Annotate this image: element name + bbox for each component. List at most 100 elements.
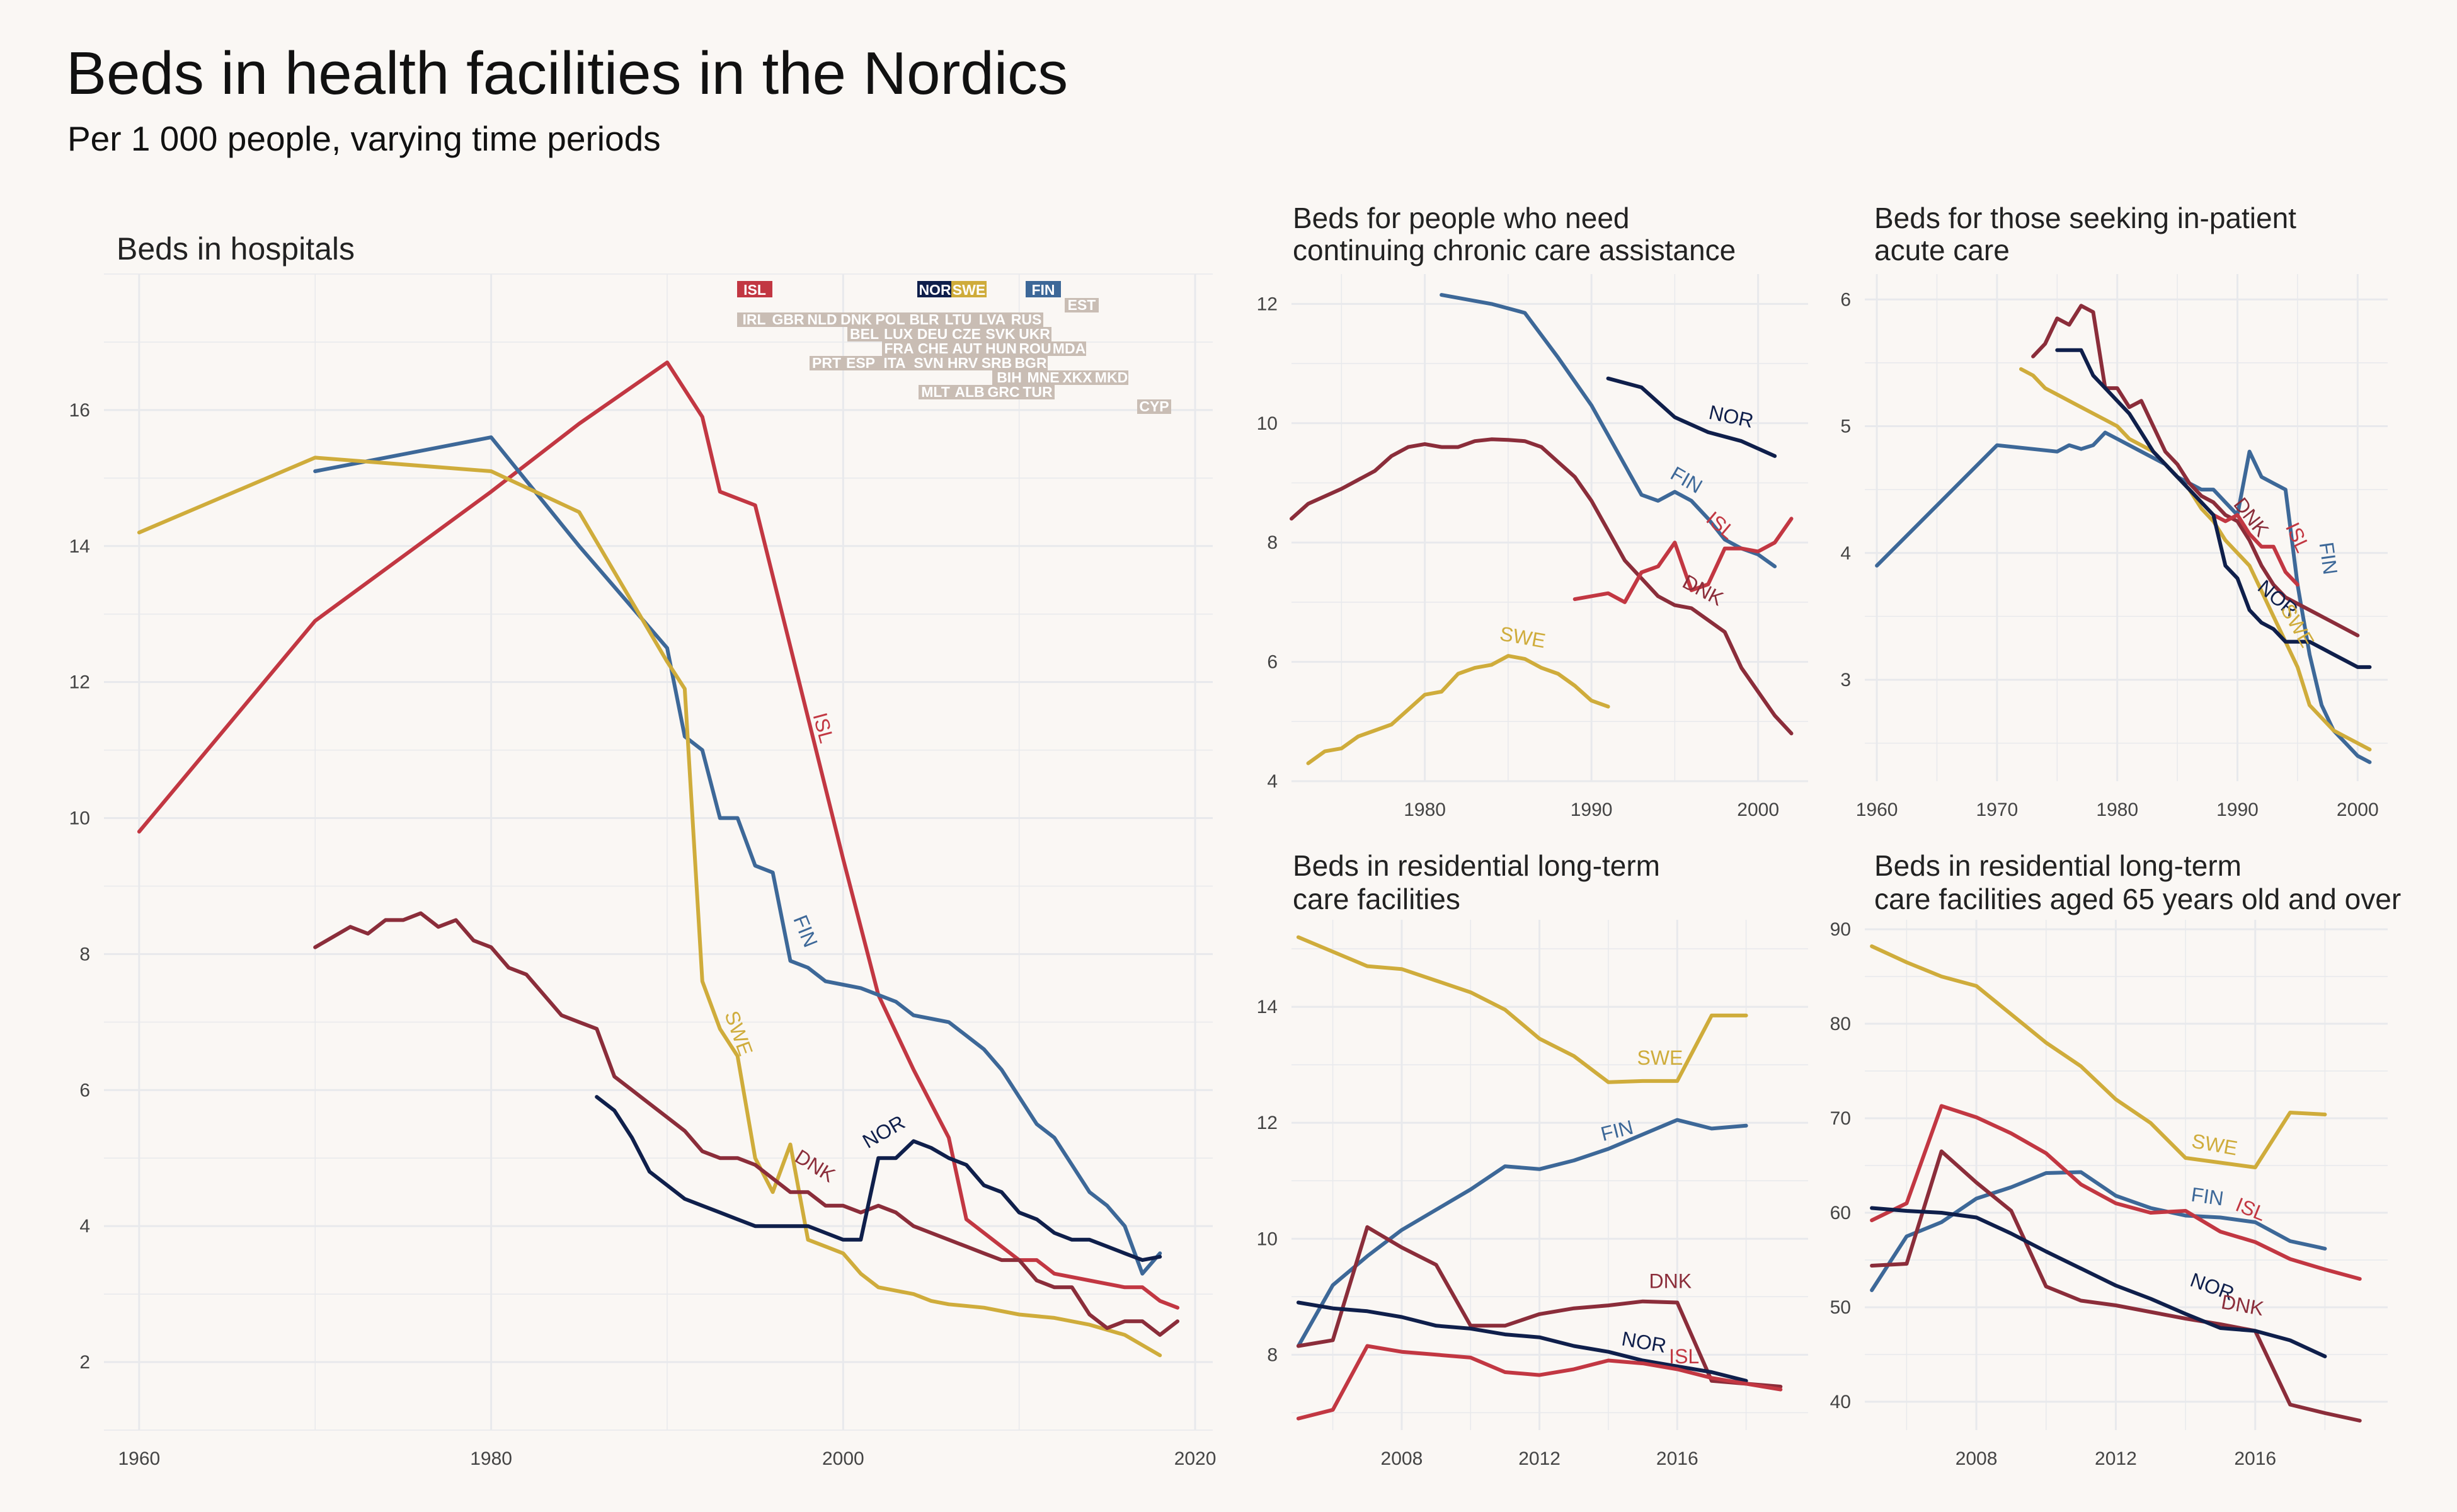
country-tag-label: PRT <box>812 355 841 371</box>
panel-2: 1980 1990 2000 4 6 8 10 12 Beds for people who n… <box>1257 202 1808 820</box>
y-tick-label: 3 <box>1840 670 1851 690</box>
y-tick-label: 10 <box>1257 1228 1278 1249</box>
series-label-swe: SWE <box>2190 1130 2239 1160</box>
y-tick-label: 4 <box>1840 543 1851 564</box>
country-tag <box>949 327 983 341</box>
country-tag <box>1017 327 1051 341</box>
x-tick-label: 1980 <box>470 1448 512 1469</box>
series-line-fin <box>1296 1118 1748 1348</box>
country-tag <box>1014 356 1048 370</box>
series-label-fin: FIN <box>789 912 822 950</box>
x-tick-label: 2000 <box>1737 799 1779 820</box>
panel-1: 1960 1980 2000 2020 2 4 6 8 10 12 14 16 Beds in hosp… <box>69 231 1217 1469</box>
y-tick-label: 14 <box>69 536 90 557</box>
series-label-dnk: DNK <box>1649 1269 1692 1292</box>
series-label-swe: SWE <box>720 1008 757 1059</box>
country-tag-label: XKX <box>1062 369 1092 386</box>
y-tick-label: 14 <box>1257 997 1278 1017</box>
country-tag-label: UKR <box>1019 326 1050 342</box>
country-tag-label: BGR <box>1014 355 1047 371</box>
country-tag-label: TUR <box>1022 384 1053 400</box>
series-label-dnk: DNK <box>2219 1290 2265 1320</box>
series-line-dnk <box>1296 1225 1783 1389</box>
y-tick-label: 2 <box>79 1352 90 1373</box>
y-tick-label: 6 <box>1840 289 1851 310</box>
country-tag-label: ROU <box>1019 340 1051 357</box>
y-tick-label: 10 <box>69 808 90 829</box>
country-tag-label: CYP <box>1139 398 1169 415</box>
country-tag <box>737 312 771 327</box>
y-tick-label: 6 <box>1267 652 1278 673</box>
country-tag-label: MNE <box>1027 369 1059 386</box>
x-tick-label: 1990 <box>2216 799 2259 820</box>
country-tag-label: BEL <box>850 326 879 342</box>
country-tag <box>1094 370 1128 385</box>
panel-3: 1960 1970 1980 1990 2000 3 4 5 6 Beds for those s… <box>1840 202 2388 820</box>
panel-4: 2008 2012 2016 8 10 12 14 Beds in residential l… <box>1257 849 1808 1469</box>
country-tag-label: HUN <box>985 340 1017 357</box>
country-tag-label: DEU <box>917 326 948 342</box>
chart-title: Beds in health facilities in the Nordics <box>66 40 1068 107</box>
y-tick-label: 4 <box>79 1216 90 1237</box>
country-tag <box>844 356 878 370</box>
series-label-dnk: DNK <box>1679 570 1727 610</box>
legend-tag-isl <box>737 281 772 297</box>
x-tick-label: 2008 <box>1956 1448 1998 1469</box>
country-tag <box>1021 385 1055 399</box>
country-tag <box>881 327 915 341</box>
x-tick-label: 2012 <box>1518 1448 1561 1469</box>
country-tag-label: SRB <box>982 355 1012 371</box>
country-tag <box>1137 399 1171 414</box>
country-tag <box>873 312 907 327</box>
country-tag-label: LTU <box>944 311 971 328</box>
country-tag <box>950 341 984 356</box>
country-tag-label: CHE <box>918 340 949 357</box>
x-tick-label: 2020 <box>1174 1448 1217 1469</box>
x-tick-label: 1980 <box>2096 799 2138 820</box>
panel-title: care facilities <box>1293 883 1460 915</box>
country-tag-label: MDA <box>1053 340 1085 357</box>
legend-tag-fin <box>1026 281 1061 297</box>
legend: ISL NOR SWE FIN EST IRL GBR NLD DNK POL BLR LTU LVA R… <box>737 281 1171 415</box>
y-tick-label: 8 <box>1267 532 1278 553</box>
country-tag <box>953 385 987 399</box>
series-line-nor <box>1296 1300 1748 1383</box>
x-tick-label: 1990 <box>1571 799 1613 820</box>
country-tag-label: ESP <box>846 355 875 371</box>
y-tick-label: 5 <box>1840 416 1851 437</box>
chart-subtitle: Per 1 000 people, varying time periods <box>67 119 661 158</box>
country-tag <box>915 327 949 341</box>
x-tick-label: 2000 <box>822 1448 864 1469</box>
y-tick-label: 12 <box>1257 1113 1278 1133</box>
country-tag <box>984 341 1018 356</box>
country-tag <box>805 312 839 327</box>
country-tag-label: AUT <box>952 340 982 357</box>
country-tag-label: ITA <box>883 355 905 371</box>
country-tag-label: DNK <box>840 311 872 328</box>
y-tick-label: 40 <box>1830 1392 1851 1412</box>
series-line-swe <box>1306 654 1610 765</box>
series-line-fin <box>313 435 1162 1276</box>
country-tag-label: GBR <box>772 311 805 328</box>
country-tag <box>839 312 873 327</box>
y-tick-label: 10 <box>1257 413 1278 434</box>
legend-tag-swe <box>951 281 987 297</box>
x-tick-label: 2016 <box>2234 1448 2276 1469</box>
country-tag <box>975 312 1009 327</box>
y-tick-label: 8 <box>79 944 90 965</box>
series-line-swe <box>137 455 1162 1358</box>
series-line-isl <box>2211 513 2300 587</box>
series-line-swe <box>2019 367 2372 752</box>
country-tag-label: BLR <box>909 311 939 328</box>
x-tick-label: 2012 <box>2095 1448 2137 1469</box>
series-label-isl: ISL <box>1669 1345 1699 1368</box>
y-tick-label: 12 <box>69 672 90 693</box>
series-label-swe: SWE <box>1498 622 1547 652</box>
series-label-nor: NOR <box>859 1111 909 1153</box>
country-tag-label: RUS <box>1011 311 1042 328</box>
series-line-isl <box>1870 1104 2362 1281</box>
country-tag-label: GRC <box>987 384 1019 400</box>
series-line-isl <box>1296 1344 1783 1421</box>
country-tag <box>1018 341 1052 356</box>
